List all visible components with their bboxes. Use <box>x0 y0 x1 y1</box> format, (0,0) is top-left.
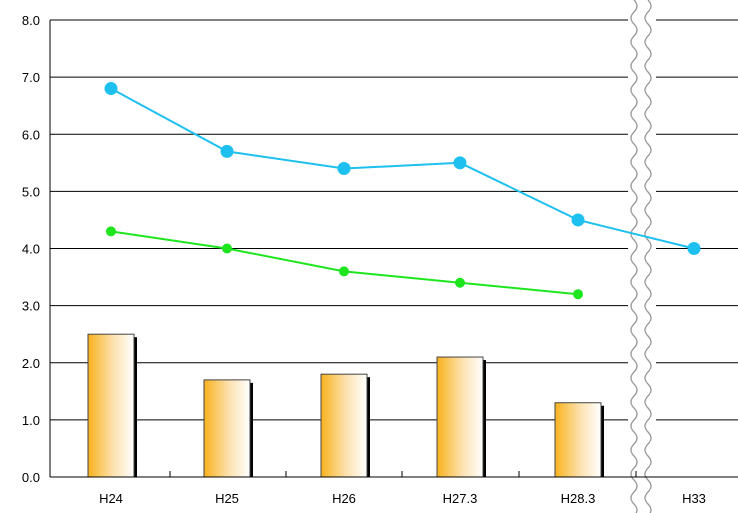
y-tick-label: 8.0 <box>22 13 40 28</box>
series-line <box>110 230 579 296</box>
y-tick-label: 5.0 <box>22 184 40 199</box>
series-point <box>453 156 467 170</box>
y-tick-label: 7.0 <box>22 70 40 85</box>
y-tick-label: 2.0 <box>22 356 40 371</box>
bar <box>87 333 135 478</box>
y-tick-label: 4.0 <box>22 242 40 257</box>
series-point <box>571 213 585 227</box>
x-tick-label: H27.3 <box>443 491 478 506</box>
series-point <box>455 277 465 288</box>
y-tick-label: 1.0 <box>22 413 40 428</box>
series-point <box>220 144 234 158</box>
y-tick-label: 0.0 <box>22 470 40 485</box>
plot-frame <box>49 20 738 478</box>
x-tick-label: H26 <box>332 491 356 506</box>
x-tick-label: H24 <box>99 491 123 506</box>
bar <box>554 402 602 478</box>
x-tick-label: H33 <box>682 491 706 506</box>
series-line <box>110 87 695 250</box>
series-point <box>337 162 351 176</box>
series-point <box>104 82 118 96</box>
bar <box>203 379 251 478</box>
series-point <box>339 266 349 277</box>
series-point <box>106 226 116 237</box>
bar <box>436 356 484 478</box>
x-tick-label: H25 <box>215 491 239 506</box>
series-point <box>573 289 583 300</box>
series-point <box>687 242 701 255</box>
series-point <box>222 243 232 254</box>
axis-break-line <box>644 0 652 513</box>
bar-series <box>87 333 604 478</box>
line-series <box>104 82 701 300</box>
x-tick-label: H28.3 <box>561 491 596 506</box>
axis-break <box>628 0 656 513</box>
x-axis: H24 H25 H26 H27.3 H28.3 H33 <box>99 491 706 506</box>
bar <box>320 373 368 478</box>
grid <box>50 19 738 478</box>
axis-break-band <box>628 0 656 513</box>
y-axis: 0.0 1.0 2.0 3.0 4.0 5.0 6.0 7.0 8.0 <box>22 13 40 485</box>
y-tick-label: 6.0 <box>22 127 40 142</box>
axis-break-line <box>630 0 638 513</box>
y-tick-label: 3.0 <box>22 299 40 314</box>
